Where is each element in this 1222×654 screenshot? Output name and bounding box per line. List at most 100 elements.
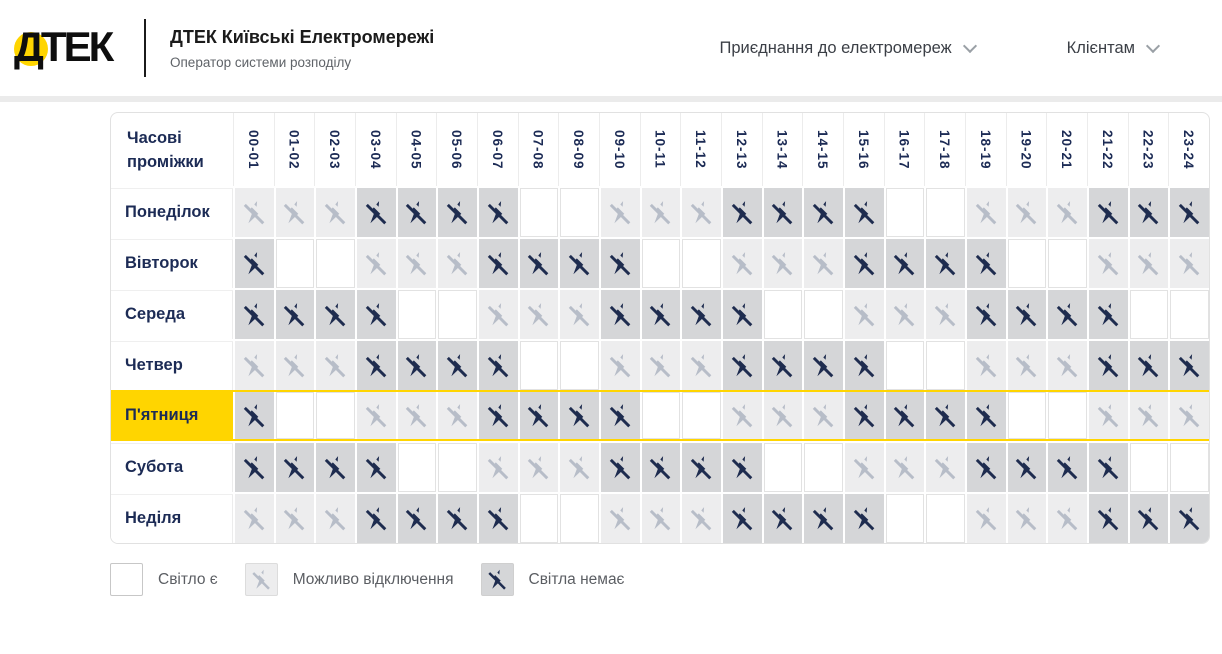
legend: Світло є Можливо відключення Світла нема… [110,563,624,596]
day-label-5: Субота [111,443,233,492]
time-slot-14-15: 14-15 [802,113,843,186]
cell-4-20 [1046,392,1087,439]
nav-item-clients[interactable]: Клієнтам [1067,38,1161,58]
schedule-row-4: П'ятниця [111,390,1209,441]
flash-off-icon [853,402,878,428]
cell-4-11 [680,392,721,439]
time-slot-05-06: 05-06 [436,113,477,186]
cell-3-6 [477,341,518,390]
cell-6-20 [1046,494,1087,543]
flash-off-icon [487,568,509,590]
cell-3-11 [680,341,721,390]
cell-2-17 [924,290,965,339]
flash-off-icon [446,505,472,531]
flash-off-icon [568,402,594,428]
flash-off-icon [975,250,1000,276]
cell-0-6 [477,188,518,237]
site-header: ДТЕК ДТЕК Київські Електромережі Операто… [0,0,1222,96]
dtek-logo[interactable]: ДТЕК [14,19,130,77]
day-label-0: Понеділок [111,188,233,237]
cell-3-10 [639,341,681,390]
nav-item-connection[interactable]: Приєднання до електромереж [719,38,977,58]
flash-off-icon [1178,352,1204,378]
flash-off-icon [365,402,390,428]
cell-6-8 [558,494,599,543]
cell-4-5 [436,392,477,439]
cell-4-9 [599,392,640,439]
cell-0-12 [721,188,762,237]
flash-off-icon [853,301,878,327]
cell-0-19 [1005,188,1047,237]
cell-6-14 [802,494,843,543]
cell-6-12 [721,494,762,543]
cell-2-3 [355,290,396,339]
time-slot-23-24: 23-24 [1168,113,1209,186]
cell-5-11 [680,443,721,492]
flash-off-icon [365,352,390,378]
cell-6-13 [761,494,803,543]
cell-3-0 [233,341,274,390]
cell-5-23 [1168,443,1209,492]
flash-off-icon [731,402,756,428]
cell-6-16 [883,494,925,543]
cell-2-11 [680,290,721,339]
flash-off-icon [934,402,960,428]
flash-off-icon [772,402,797,428]
cell-0-5 [436,188,477,237]
time-slot-11-12: 11-12 [680,113,721,186]
header-strip [0,96,1222,102]
flash-off-icon [894,454,919,480]
cell-1-1 [273,239,315,288]
cell-2-12 [721,290,762,339]
flash-off-icon [812,352,838,378]
cell-2-7 [517,290,559,339]
cell-4-3 [355,392,396,439]
cell-1-15 [843,239,884,288]
cell-1-10 [639,239,681,288]
flash-off-icon [528,250,553,276]
cell-5-8 [558,443,599,492]
cell-2-2 [314,290,355,339]
flash-off-icon [975,402,1000,428]
cell-1-11 [680,239,721,288]
cell-6-2 [314,494,355,543]
day-label-1: Вівторок [111,239,233,288]
flash-off-icon [1178,505,1204,531]
flash-off-icon [731,352,756,378]
cell-0-1 [273,188,315,237]
flash-off-icon [1097,352,1122,378]
cell-4-16 [883,392,925,439]
cell-1-12 [721,239,762,288]
cell-2-22 [1127,290,1169,339]
cell-1-3 [355,239,396,288]
flash-off-icon [650,352,675,378]
flash-off-icon [1016,505,1041,531]
cell-6-15 [843,494,884,543]
cell-6-3 [355,494,396,543]
flash-off-icon [284,454,309,480]
legend-label: Світла немає [528,570,625,588]
cell-6-7 [517,494,559,543]
table-header-row: Часові проміжки 00-01 01-02 02-03 03-04 04-05 0… [111,113,1209,186]
cell-0-18 [965,188,1006,237]
flash-off-icon [1097,505,1122,531]
cell-1-23 [1168,239,1209,288]
legend-swatch-light-on [110,563,143,596]
flash-off-icon [243,454,268,480]
cell-4-21 [1087,392,1128,439]
schedule-row-1: Вівторок [111,237,1209,288]
cell-1-4 [395,239,437,288]
cell-0-10 [639,188,681,237]
cell-2-1 [273,290,315,339]
cell-4-2 [314,392,355,439]
flash-off-icon [894,301,919,327]
schedule-row-3: Четвер [111,339,1209,390]
flash-off-icon [1138,402,1163,428]
cell-3-16 [883,341,925,390]
flash-off-icon [772,250,797,276]
legend-item-no-light: Світла немає [480,563,625,596]
flash-off-icon [284,352,309,378]
cell-4-23 [1168,392,1209,439]
time-slot-04-05: 04-05 [396,113,437,186]
legend-item-light-on: Світло є [110,563,218,596]
